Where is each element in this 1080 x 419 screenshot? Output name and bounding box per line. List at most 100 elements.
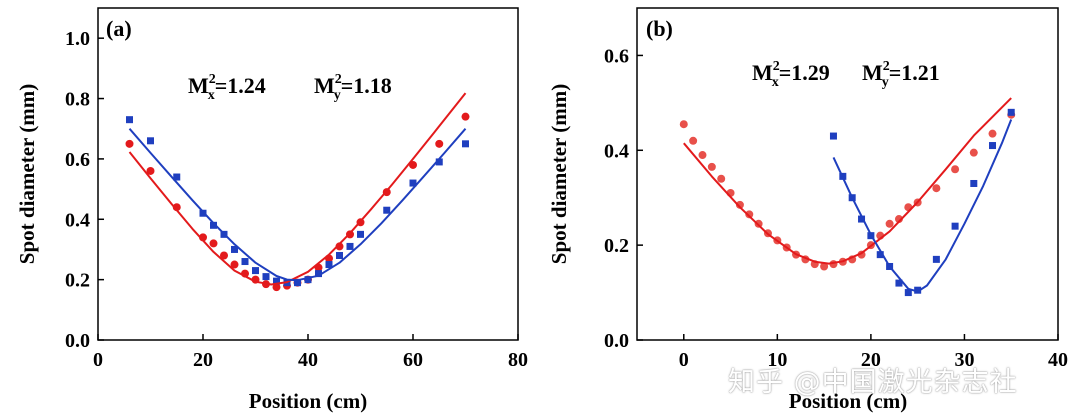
panel-a-fit-line-2	[128, 92, 467, 286]
panel-b-y-tick-label: 0.6	[604, 45, 629, 67]
panel-a-circle-point	[461, 112, 470, 121]
panel-a-square-point	[315, 270, 322, 278]
panel-b-marks	[679, 97, 1016, 297]
panel-a-square-point	[435, 158, 443, 166]
panel-a-x-axis-label: Position (cm)	[249, 389, 367, 413]
panel-a-square-point	[147, 137, 154, 145]
panel-a-circle-point	[209, 239, 218, 248]
panel-b-circle-point	[679, 120, 688, 129]
watermark: 知乎 @中国激光杂志社	[728, 367, 1018, 398]
panel-a-square-point	[336, 251, 343, 259]
panel-b-circle-point	[717, 174, 726, 183]
panel-b-x-axis-label: Position (cm)	[789, 389, 907, 413]
panel-a-square-point	[325, 261, 333, 269]
panel-a-x-tick-label: 0	[93, 349, 103, 371]
panel-b-x-tick-label: 20	[861, 349, 881, 371]
panel-b-circle-point	[745, 210, 754, 219]
panel-a-label: (a)	[106, 16, 132, 41]
panel-b-chart: 0 10 20 30 40 0.0 0.2 0.4 0.6 (b) M2 x=1.29 M2 y=1…	[547, 7, 1068, 413]
panel-a-square-point	[462, 140, 469, 148]
panel-a-square-point	[346, 242, 354, 250]
panel-a-mx-annotation: M2 x=1.24	[188, 72, 266, 103]
panel-b-circle-point	[707, 162, 716, 171]
panel-b-y-tick-label: 0.4	[604, 140, 629, 162]
panel-a-my-annotation: M2 y=1.18	[314, 72, 392, 103]
panel-b-square-point	[1007, 108, 1015, 116]
panel-a-y-tick-label: 0.0	[65, 330, 90, 352]
panel-a-square-point	[231, 245, 238, 253]
panel-a-square-point	[409, 179, 417, 187]
panel-a-y-tick-label: 0.6	[65, 149, 90, 171]
panel-a-y-tick-label: 0.4	[65, 209, 90, 231]
panel-a-y-tick-label: 0.2	[65, 270, 90, 292]
panel-a-square-point	[241, 258, 249, 266]
panel-b-circle-point	[951, 165, 960, 174]
panel-b-circle-point	[894, 215, 903, 224]
panel-a-square-point	[383, 206, 391, 214]
panel-a-ticks: 0 20 40 60 80 0.0 0.2 0.4 0.6 0.8 1.0	[65, 28, 528, 371]
panel-a-frame	[97, 7, 519, 341]
panel-b-square-point	[904, 289, 912, 297]
panel-a-circle-point	[435, 139, 444, 148]
panel-b-frame	[636, 7, 1059, 341]
panel-a-square-point	[173, 173, 181, 181]
panel-a-square-point	[273, 277, 280, 285]
panel-a-y-axis-label: Spot diameter (mm)	[15, 84, 39, 264]
panel-a-chart: 0 20 40 60 80 0.0 0.2 0.4 0.6 0.8 1.0 (a) M2 x=1.24…	[15, 7, 528, 413]
panel-a-marks	[125, 92, 470, 292]
panel-a-fit-line-3	[128, 128, 467, 282]
panel-b-x-tick-label: 30	[954, 349, 974, 371]
panel-b-circle-point	[988, 129, 997, 138]
panel-a-circle-point	[335, 242, 344, 251]
panel-a-x-tick-label: 80	[508, 349, 528, 371]
panel-b-circle-point	[735, 200, 744, 209]
panel-b-square-point	[895, 279, 903, 287]
panel-b-circle-point	[969, 148, 978, 157]
panel-b-circle-point	[689, 136, 698, 145]
panel-a-circle-point	[272, 283, 281, 292]
panel-a-square-point	[294, 279, 301, 287]
panel-b-mx-annotation: M2 x=1.29	[752, 59, 830, 90]
panel-a-circle-point	[146, 166, 155, 175]
panel-a-square-point	[262, 273, 270, 281]
panel-a-x-tick-label: 40	[298, 349, 318, 371]
panel-b-square-point	[829, 132, 837, 140]
panel-b-y-axis-label: Spot diameter (mm)	[547, 84, 571, 264]
panel-a-x-tick-label: 20	[193, 349, 213, 371]
panel-a-square-point	[357, 230, 364, 238]
panel-a-circle-point	[409, 160, 417, 169]
panel-a-x-tick-label: 60	[403, 349, 423, 371]
panel-a-circle-point	[230, 260, 239, 269]
panel-b-square-point	[932, 255, 940, 263]
panel-b-y-tick-label: 0.2	[604, 235, 629, 257]
panel-b-circle-point	[885, 219, 894, 228]
panel-b-square-point	[858, 215, 866, 223]
panel-a-circle-point	[125, 139, 134, 148]
panel-b-x-tick-label: 0	[679, 349, 689, 371]
panel-b-square-point	[970, 179, 978, 187]
panel-a-y-tick-label: 1.0	[65, 28, 90, 50]
panel-a-circle-point	[220, 251, 228, 260]
panel-b-fit-line-3	[832, 119, 1013, 293]
panel-b-my-annotation: M2 y=1.21	[862, 59, 940, 90]
panel-b-circle-point	[820, 262, 829, 271]
panel-b-square-point	[951, 222, 959, 230]
panel-b-fit-line-2	[683, 97, 1012, 265]
panel-a-y-tick-label: 0.8	[65, 89, 90, 111]
panel-a-square-point	[126, 116, 133, 124]
panel-a-square-point	[304, 276, 312, 284]
panel-b-circle-point	[932, 184, 941, 193]
panel-b-x-tick-label: 40	[1048, 349, 1068, 371]
panel-b-ticks: 0 10 20 30 40 0.0 0.2 0.4 0.6	[604, 45, 1068, 371]
panel-b-square-point	[989, 142, 997, 150]
panel-b-circle-point	[698, 151, 707, 160]
panel-b-square-point	[914, 286, 922, 294]
panel-a-square-point	[210, 221, 217, 229]
panel-a-square-point	[252, 267, 259, 275]
panel-b-y-tick-label: 0.0	[604, 330, 629, 352]
panel-b-x-tick-label: 10	[767, 349, 787, 371]
panel-b-square-point	[876, 251, 884, 259]
panel-a-square-point	[199, 209, 207, 217]
panel-b-label: (b)	[646, 16, 673, 41]
